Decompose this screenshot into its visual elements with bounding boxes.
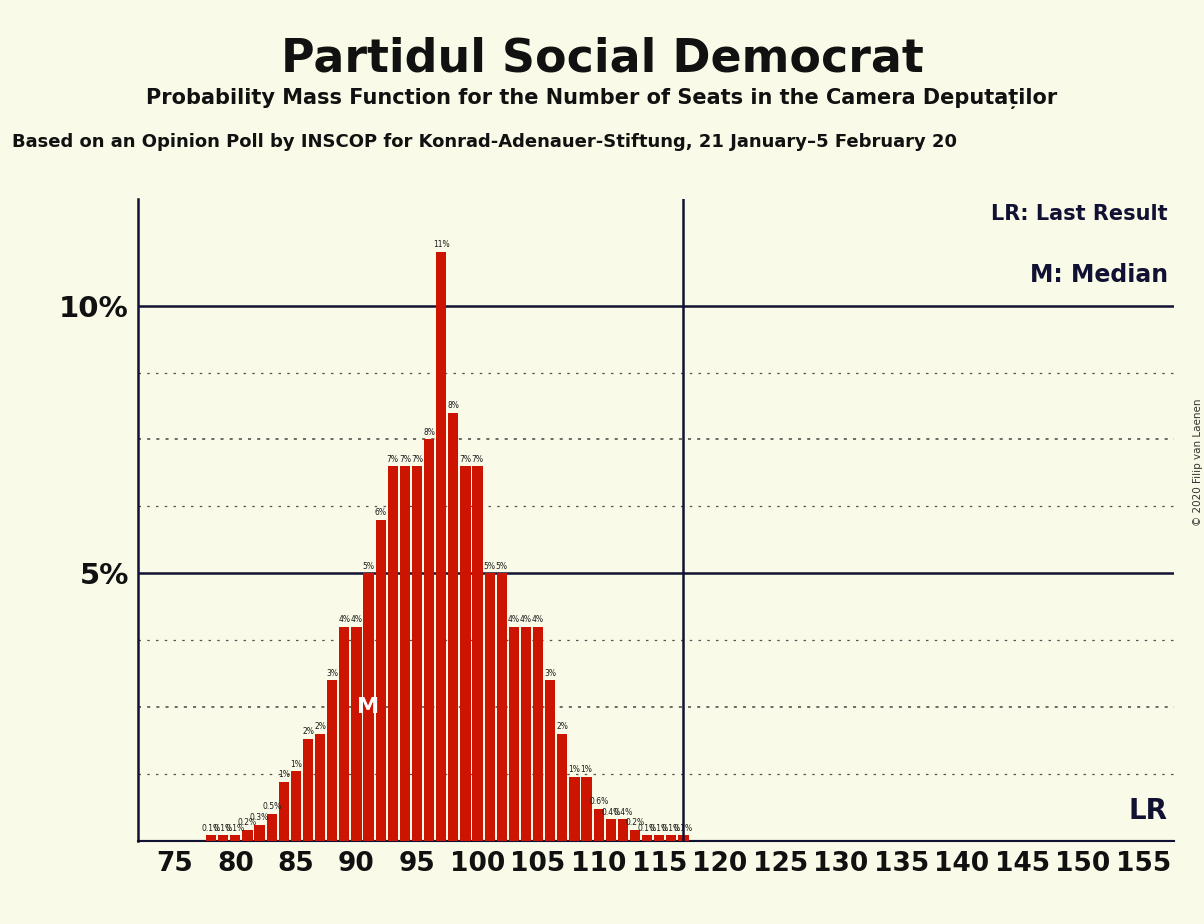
Bar	[569, 776, 579, 841]
Text: 1%: 1%	[290, 760, 302, 769]
Bar	[254, 825, 265, 841]
Bar	[521, 626, 531, 841]
Text: 1%: 1%	[580, 765, 592, 774]
Text: 0.1%: 0.1%	[662, 824, 681, 833]
Text: 2%: 2%	[556, 723, 568, 731]
Bar	[340, 626, 349, 841]
Text: 4%: 4%	[508, 615, 520, 624]
Text: 2%: 2%	[314, 723, 326, 731]
Text: 2%: 2%	[302, 727, 314, 736]
Bar	[533, 626, 543, 841]
Text: 4%: 4%	[520, 615, 532, 624]
Text: Partidul Social Democrat: Partidul Social Democrat	[281, 37, 923, 82]
Bar	[278, 782, 289, 841]
Bar	[218, 835, 229, 841]
Text: 0.1%: 0.1%	[674, 824, 694, 833]
Bar	[557, 734, 567, 841]
Text: 0.4%: 0.4%	[601, 808, 620, 817]
Text: 7%: 7%	[460, 455, 472, 464]
Text: 7%: 7%	[386, 455, 399, 464]
Bar	[364, 573, 373, 841]
Bar	[290, 772, 301, 841]
Bar	[678, 835, 689, 841]
Bar	[315, 734, 325, 841]
Text: 3%: 3%	[544, 669, 556, 677]
Bar	[448, 413, 459, 841]
Bar	[327, 680, 337, 841]
Bar	[484, 573, 495, 841]
Bar	[496, 573, 507, 841]
Bar	[582, 776, 591, 841]
Bar	[545, 680, 555, 841]
Text: 5%: 5%	[362, 562, 374, 571]
Bar	[654, 835, 665, 841]
Text: 1%: 1%	[278, 771, 290, 779]
Text: M: Median: M: Median	[1029, 263, 1168, 286]
Text: LR: Last Result: LR: Last Result	[991, 204, 1168, 224]
Bar	[509, 626, 519, 841]
Text: 0.1%: 0.1%	[226, 824, 244, 833]
Bar	[424, 440, 435, 841]
Bar	[376, 519, 385, 841]
Text: 5%: 5%	[484, 562, 496, 571]
Text: 11%: 11%	[433, 240, 449, 249]
Bar	[230, 835, 241, 841]
Bar	[642, 835, 653, 841]
Bar	[352, 626, 361, 841]
Text: LR: LR	[1129, 796, 1168, 825]
Text: 8%: 8%	[423, 428, 435, 437]
Bar	[472, 467, 483, 841]
Text: 1%: 1%	[568, 765, 580, 774]
Text: 0.2%: 0.2%	[238, 819, 256, 828]
Text: 0.6%: 0.6%	[589, 797, 608, 806]
Text: 7%: 7%	[472, 455, 484, 464]
Text: 0.1%: 0.1%	[650, 824, 668, 833]
Text: 8%: 8%	[448, 401, 459, 410]
Text: 6%: 6%	[374, 508, 386, 517]
Text: 4%: 4%	[532, 615, 544, 624]
Text: 0.3%: 0.3%	[250, 813, 270, 822]
Text: Probability Mass Function for the Number of Seats in the Camera Deputaților: Probability Mass Function for the Number…	[147, 88, 1057, 109]
Bar	[618, 820, 628, 841]
Text: 0.4%: 0.4%	[613, 808, 632, 817]
Bar	[400, 467, 411, 841]
Text: © 2020 Filip van Laenen: © 2020 Filip van Laenen	[1193, 398, 1203, 526]
Text: 5%: 5%	[496, 562, 508, 571]
Text: 7%: 7%	[399, 455, 411, 464]
Bar	[242, 830, 253, 841]
Bar	[436, 252, 447, 841]
Text: 3%: 3%	[326, 669, 338, 677]
Bar	[388, 467, 399, 841]
Text: 4%: 4%	[338, 615, 350, 624]
Bar	[460, 467, 471, 841]
Bar	[206, 835, 217, 841]
Bar	[630, 830, 641, 841]
Bar	[266, 814, 277, 841]
Text: 0.1%: 0.1%	[213, 824, 232, 833]
Text: Based on an Opinion Poll by INSCOP for Konrad-Adenauer-Stiftung, 21 January–5 Fe: Based on an Opinion Poll by INSCOP for K…	[12, 133, 957, 151]
Text: M: M	[358, 697, 379, 717]
Text: 0.5%: 0.5%	[262, 802, 282, 811]
Bar	[303, 739, 313, 841]
Text: 7%: 7%	[411, 455, 423, 464]
Bar	[412, 467, 423, 841]
Text: 0.1%: 0.1%	[638, 824, 656, 833]
Text: 4%: 4%	[350, 615, 362, 624]
Text: 0.1%: 0.1%	[201, 824, 220, 833]
Bar	[606, 820, 616, 841]
Bar	[594, 808, 603, 841]
Bar	[666, 835, 677, 841]
Text: 0.2%: 0.2%	[625, 819, 644, 828]
